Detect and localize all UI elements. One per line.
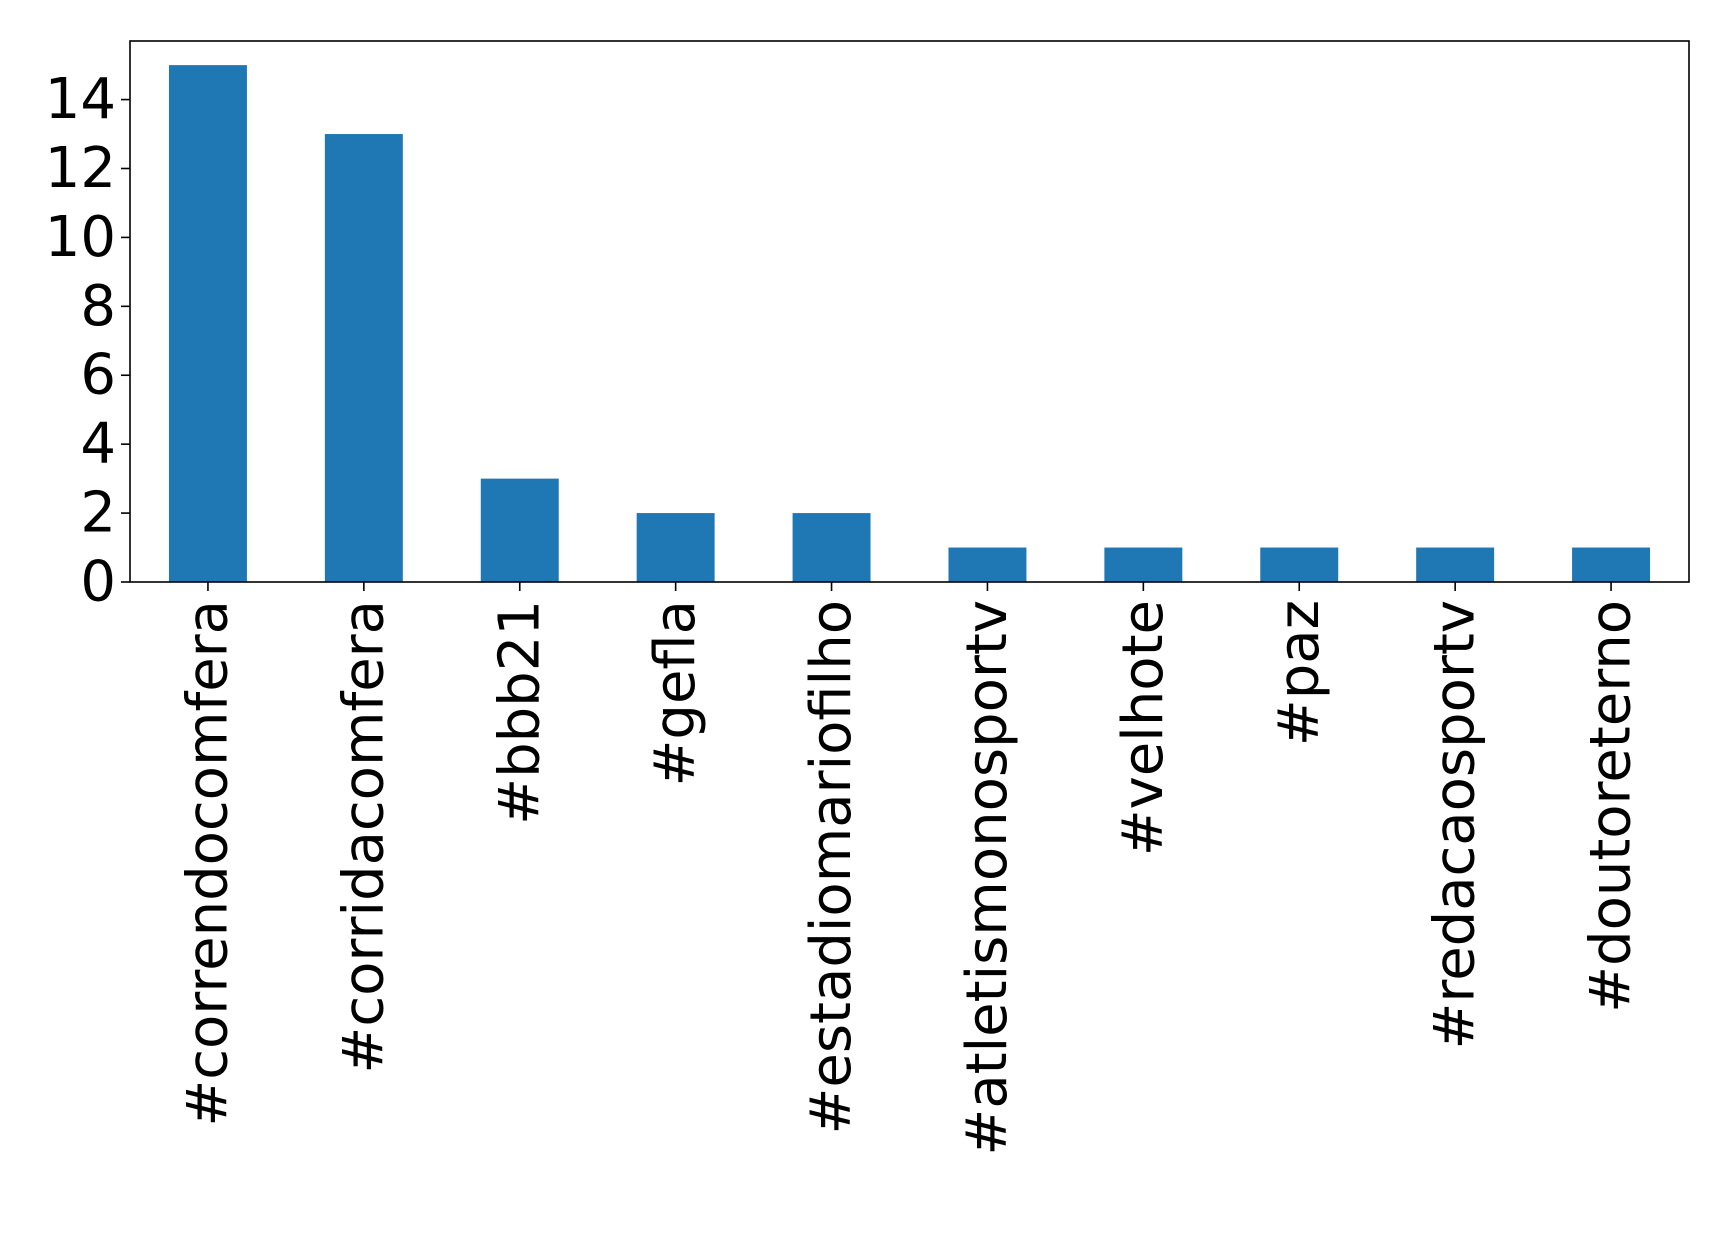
bar-bbb21	[480, 478, 559, 582]
y-tick-label: 4	[80, 412, 116, 477]
y-tick-label: 8	[80, 274, 116, 339]
bar-paz	[1260, 547, 1339, 582]
y-tick-label: 12	[45, 136, 116, 201]
bar-doutoreterno	[1572, 547, 1651, 582]
x-tick-label: #velhote	[1111, 600, 1176, 856]
x-tick-label: #paz	[1267, 600, 1332, 746]
bar-gefla	[636, 513, 715, 582]
x-tick-label: #gefla	[643, 600, 708, 787]
y-tick-label: 14	[45, 67, 116, 132]
y-tick-label: 0	[80, 550, 116, 615]
bar-estadiomariofilho	[792, 513, 871, 582]
bar-correndocomfera	[168, 65, 247, 582]
bar-velhote	[1104, 547, 1183, 582]
bar-redacaosportv	[1416, 547, 1495, 582]
y-tick-label: 2	[80, 481, 116, 546]
x-tick-label: #atletismonosportv	[955, 600, 1020, 1156]
x-tick-label: #doutoreterno	[1579, 600, 1644, 1013]
bar-corridacomfera	[324, 134, 403, 583]
x-tick-label: #bbb21	[487, 600, 552, 825]
plot-frame	[129, 40, 1690, 583]
x-tick-label: #redacaosportv	[1423, 600, 1488, 1050]
x-tick-label: #correndocomfera	[175, 600, 240, 1127]
y-tick-label: 6	[80, 343, 116, 408]
x-axis-ticks: #correndocomfera #corridacomfera #bbb21 #ge…	[175, 582, 1644, 1156]
x-tick-label: #corridacomfera	[331, 600, 396, 1074]
x-tick-label: #estadiomariofilho	[799, 600, 864, 1134]
bars-group	[168, 65, 1651, 583]
y-tick-label: 10	[45, 205, 116, 270]
bar-atletismonosportv	[948, 547, 1027, 582]
